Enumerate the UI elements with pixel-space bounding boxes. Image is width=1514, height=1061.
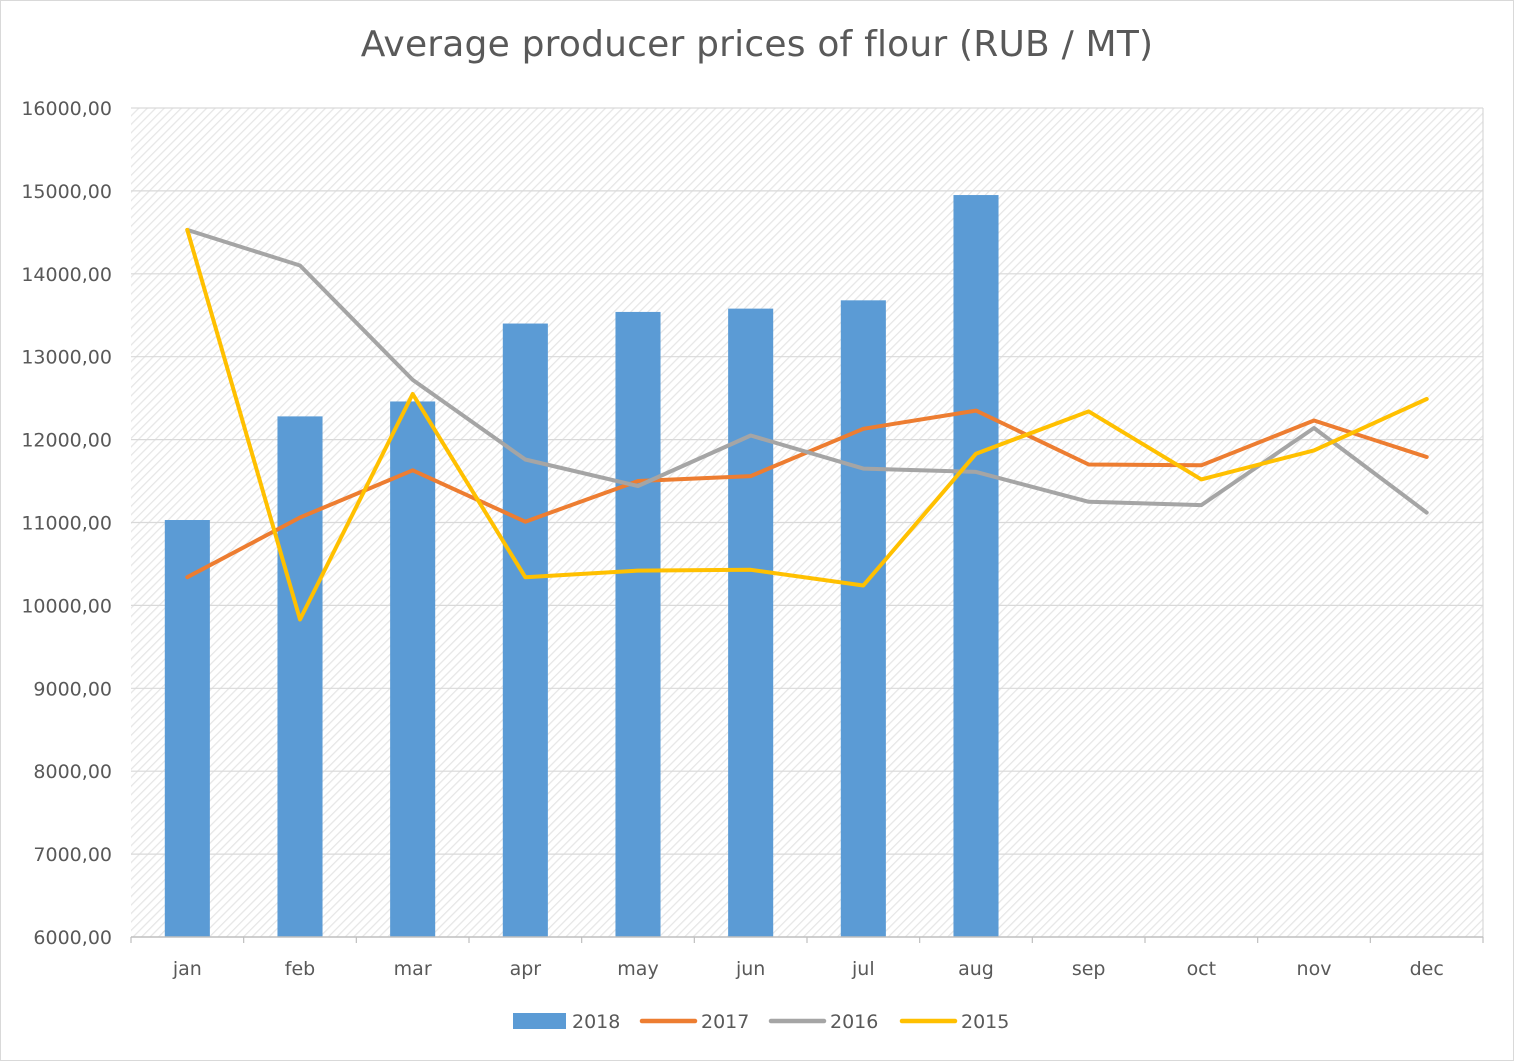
y-tick-label: 8000,00 bbox=[33, 761, 112, 783]
line-series-2015 bbox=[185, 227, 1429, 622]
bar-2018-jan bbox=[164, 520, 210, 937]
x-tick-label: sep bbox=[1072, 958, 1106, 980]
y-tick-label: 12000,00 bbox=[21, 430, 112, 452]
x-tick-label: feb bbox=[285, 958, 315, 980]
line-series-2016 bbox=[185, 227, 1429, 515]
y-tick-label: 7000,00 bbox=[33, 844, 112, 866]
y-tick-label: 10000,00 bbox=[21, 595, 112, 617]
axes: 6000,00 7000,00 8000,00 9000,00 10000,00 1100… bbox=[21, 98, 1484, 980]
x-tick-label: jul bbox=[851, 958, 875, 980]
x-tick-label: may bbox=[617, 958, 658, 980]
y-tick-label: 16000,00 bbox=[21, 98, 112, 120]
bar-2018-mar bbox=[390, 401, 436, 937]
y-tick-label: 13000,00 bbox=[21, 347, 112, 369]
legend-label-2017: 2017 bbox=[701, 1011, 749, 1033]
x-tick-label: apr bbox=[510, 958, 542, 980]
x-tick-label: jan bbox=[172, 958, 202, 980]
y-tick-label: 6000,00 bbox=[33, 927, 112, 949]
x-tick-label: dec bbox=[1410, 958, 1444, 980]
bar-2018-apr bbox=[502, 323, 548, 937]
legend: 2018 2017 2016 2015 bbox=[513, 1011, 1009, 1033]
x-tick-label: oct bbox=[1187, 958, 1217, 980]
legend-swatch-2018 bbox=[513, 1013, 566, 1029]
bar-2018-may bbox=[615, 311, 661, 938]
y-tick-label: 11000,00 bbox=[21, 513, 112, 535]
x-tick-label: nov bbox=[1297, 958, 1332, 980]
legend-label-2018: 2018 bbox=[572, 1011, 620, 1033]
bar-2018-jun bbox=[728, 308, 774, 937]
chart-title: Average producer prices of flour (RUB / … bbox=[360, 24, 1154, 65]
x-tick-label: mar bbox=[394, 958, 432, 980]
bar-2018-jul bbox=[840, 300, 886, 937]
line-series-layer bbox=[185, 227, 1429, 622]
bar-series-layer bbox=[164, 195, 999, 938]
bar-2018-feb bbox=[277, 416, 323, 937]
y-tick-label: 14000,00 bbox=[21, 264, 112, 286]
bar-2018-aug bbox=[953, 195, 999, 938]
y-tick-label: 15000,00 bbox=[21, 181, 112, 203]
x-tick-label: jun bbox=[735, 958, 765, 980]
y-tick-label: 9000,00 bbox=[33, 678, 112, 700]
gridlines bbox=[131, 107, 1484, 937]
legend-label-2015: 2015 bbox=[961, 1011, 1009, 1033]
x-tick-label: aug bbox=[958, 958, 994, 980]
legend-label-2016: 2016 bbox=[830, 1011, 878, 1033]
